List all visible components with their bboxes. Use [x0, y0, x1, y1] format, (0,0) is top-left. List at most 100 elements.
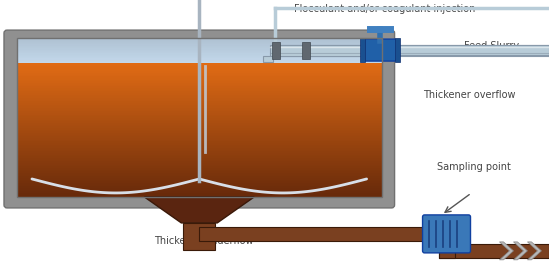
- Bar: [17, 173, 382, 175]
- Bar: [17, 110, 382, 112]
- Bar: [17, 135, 382, 137]
- Bar: [17, 153, 382, 155]
- Bar: [17, 181, 382, 184]
- Bar: [17, 96, 382, 99]
- Text: Thickener overflow: Thickener overflow: [423, 90, 515, 100]
- Bar: [17, 53, 382, 55]
- Bar: [17, 145, 382, 147]
- Bar: [17, 40, 382, 42]
- Bar: [17, 115, 382, 117]
- Bar: [263, 55, 273, 62]
- Bar: [17, 185, 382, 187]
- Bar: [17, 140, 382, 142]
- Bar: [17, 125, 382, 127]
- Bar: [17, 170, 382, 172]
- Bar: [17, 38, 382, 63]
- Bar: [17, 132, 382, 134]
- Bar: [17, 45, 382, 47]
- Polygon shape: [527, 242, 541, 260]
- Bar: [17, 52, 382, 53]
- Bar: [270, 45, 549, 55]
- Bar: [17, 175, 382, 177]
- Bar: [17, 190, 382, 192]
- Bar: [17, 120, 382, 122]
- Bar: [183, 223, 215, 250]
- Bar: [17, 38, 382, 197]
- Bar: [17, 95, 382, 97]
- Text: Thickener underflow: Thickener underflow: [153, 236, 253, 246]
- Polygon shape: [514, 242, 527, 260]
- Bar: [17, 65, 382, 67]
- Bar: [17, 150, 382, 152]
- Bar: [17, 165, 382, 167]
- Bar: [17, 156, 382, 159]
- Bar: [17, 191, 382, 194]
- Bar: [17, 78, 382, 80]
- Bar: [17, 54, 382, 56]
- Bar: [17, 91, 382, 94]
- Bar: [17, 63, 382, 65]
- Bar: [17, 49, 382, 51]
- Bar: [394, 38, 400, 62]
- Bar: [382, 44, 549, 54]
- Bar: [17, 86, 382, 89]
- Bar: [17, 123, 382, 125]
- Bar: [17, 143, 382, 145]
- Bar: [17, 138, 382, 140]
- Bar: [17, 195, 382, 197]
- Bar: [17, 85, 382, 87]
- Bar: [17, 60, 382, 62]
- Bar: [17, 122, 382, 124]
- Bar: [17, 38, 382, 39]
- Bar: [17, 58, 382, 60]
- Bar: [17, 171, 382, 174]
- Bar: [17, 47, 382, 48]
- Bar: [17, 55, 382, 57]
- Text: Tailing pond: Tailing pond: [494, 246, 544, 255]
- Bar: [17, 73, 382, 75]
- Bar: [17, 98, 382, 100]
- Bar: [17, 136, 382, 139]
- Bar: [17, 151, 382, 154]
- Bar: [17, 81, 382, 84]
- Bar: [17, 101, 382, 104]
- FancyBboxPatch shape: [4, 30, 394, 208]
- Bar: [272, 42, 280, 59]
- Bar: [17, 128, 382, 130]
- Bar: [438, 251, 454, 258]
- Bar: [17, 111, 382, 114]
- Bar: [17, 59, 382, 61]
- Bar: [274, 45, 382, 55]
- Bar: [17, 43, 382, 44]
- Bar: [199, 227, 454, 241]
- Bar: [17, 76, 382, 79]
- Bar: [17, 148, 382, 150]
- Bar: [17, 57, 382, 58]
- Bar: [17, 106, 382, 109]
- Bar: [17, 71, 382, 74]
- Bar: [17, 90, 382, 92]
- Bar: [17, 160, 382, 162]
- Bar: [17, 178, 382, 180]
- Bar: [17, 133, 382, 135]
- Bar: [17, 93, 382, 95]
- Bar: [17, 118, 382, 120]
- Bar: [17, 117, 382, 119]
- Bar: [17, 127, 382, 129]
- Bar: [17, 100, 382, 102]
- Bar: [17, 70, 382, 72]
- Polygon shape: [499, 242, 514, 260]
- Bar: [17, 44, 382, 46]
- Bar: [17, 80, 382, 82]
- Bar: [17, 186, 382, 189]
- Bar: [17, 83, 382, 85]
- Text: Sampling point: Sampling point: [437, 162, 510, 172]
- FancyBboxPatch shape: [362, 39, 397, 61]
- Bar: [17, 176, 382, 179]
- Bar: [17, 166, 382, 169]
- Bar: [17, 146, 382, 149]
- Bar: [17, 168, 382, 170]
- Bar: [17, 48, 382, 49]
- Bar: [17, 163, 382, 165]
- Polygon shape: [144, 197, 254, 223]
